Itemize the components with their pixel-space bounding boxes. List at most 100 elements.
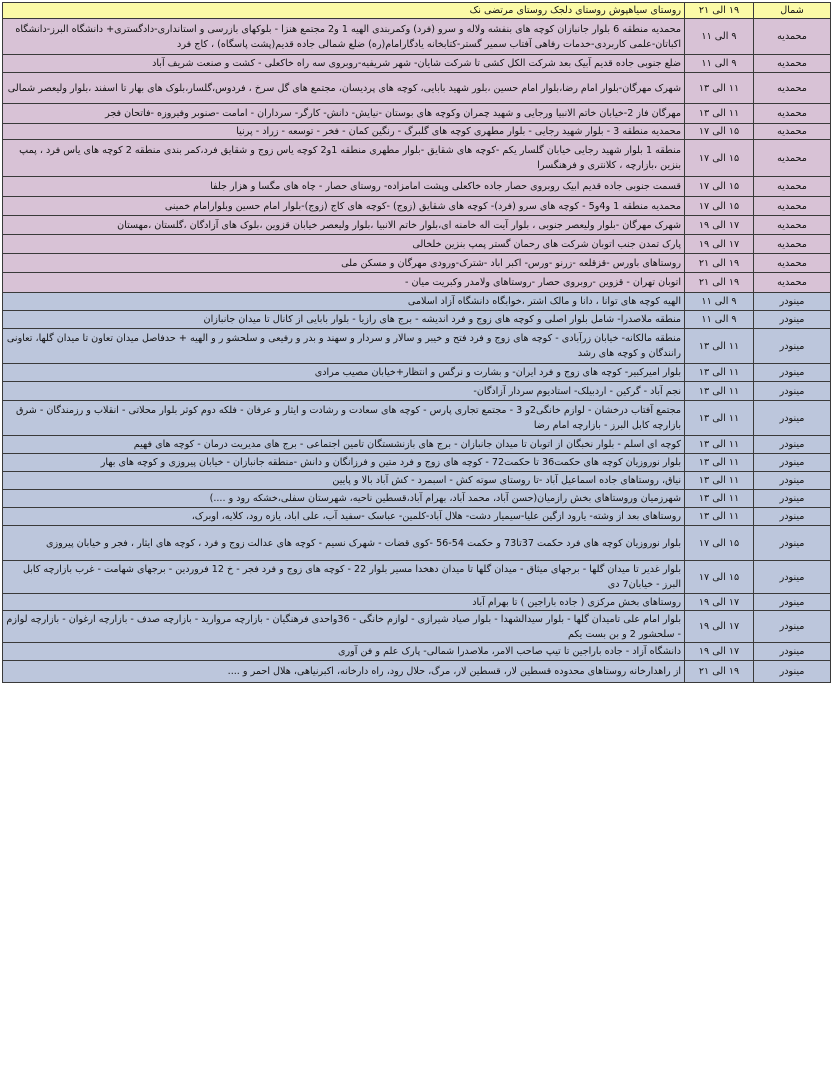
time-cell: ۹ الی ۱۱: [684, 18, 754, 55]
region-cell: مینودر: [753, 328, 831, 364]
table-row: مینودر ۱۵ الی ۱۷ بلوار نوروزیان کوچه های ف…: [2, 525, 831, 561]
description-cell: روستاهای بخش مرکزی ( جاده باراجین ) تا ب…: [2, 593, 685, 611]
description-cell: پارک تمدن جنب اتوبان شرکت های رحمان گستر…: [2, 234, 685, 254]
table-row: محمدیه ۱۵ الی ۱۷ محمدیه منطقه 1 و4و5 - کوچ…: [2, 196, 831, 216]
time-cell: ۱۱ الی ۱۳: [684, 103, 754, 124]
description-cell: بلوار امام علی تامیدان گلها - بلوار سیدا…: [2, 610, 685, 643]
description-cell: محمدیه منطقه 6 بلوار جانبازان کوچه های ب…: [2, 18, 685, 55]
time-cell: ۱۱ الی ۱۳: [684, 381, 754, 401]
region-cell: محمدیه: [753, 196, 831, 216]
table-row: مینودر ۱۷ الی ۱۹ بلوار امام علی تامیدان گل…: [2, 610, 831, 643]
description-cell: نجم آباد - گرکین - اردبیلک- استادیوم سرد…: [2, 381, 685, 401]
region-cell: محمدیه: [753, 234, 831, 254]
time-cell: ۱۱ الی ۱۳: [684, 72, 754, 104]
description-cell: بلوار نوروزیان کوچه های فرد حکمت 37تا73 …: [2, 525, 685, 561]
time-cell: ۱۱ الی ۱۳: [684, 328, 754, 364]
time-cell: ۱۱ الی ۱۳: [684, 453, 754, 472]
region-cell: مینودر: [753, 593, 831, 611]
region-cell: مینودر: [753, 507, 831, 526]
time-cell: ۱۵ الی ۱۷: [684, 123, 754, 140]
time-cell: ۱۱ الی ۱۳: [684, 435, 754, 454]
time-cell: ۱۱ الی ۱۳: [684, 507, 754, 526]
time-cell: ۱۵ الی ۱۷: [684, 560, 754, 594]
time-cell: ۱۹ الی ۲۱: [684, 253, 754, 273]
table-row: محمدیه ۱۵ الی ۱۷ قسمت جنوبی جاده قدیم ابیک…: [2, 176, 831, 197]
region-cell: مینودر: [753, 525, 831, 561]
description-cell: منطقه 1 بلوار شهید رجایی خیابان گلسار یک…: [2, 139, 685, 177]
table-row: محمدیه ۹ الی ۱۱ محمدیه منطقه 6 بلوار جانبا…: [2, 18, 831, 55]
description-cell: روستاهای باورس -قزقلعه -زرنو -ورس- اکبر …: [2, 253, 685, 273]
time-cell: ۱۹ الی ۲۱: [684, 660, 754, 683]
table-row: محمدیه ۱۹ الی ۲۱ اتوبان تهران - قزوین -روب…: [2, 272, 831, 293]
table-row: مینودر ۱۱ الی ۱۳ نیاق، روستاهای جاده اسماع…: [2, 471, 831, 490]
region-cell: محمدیه: [753, 72, 831, 104]
region-cell: مینودر: [753, 453, 831, 472]
description-cell: شهرزمیان وروستاهای بخش رازمیان(حسن آباد،…: [2, 489, 685, 508]
outage-schedule-table: شمال ۱۹ الی ۲۱ روستای سیاهپوش روستای دلجک …: [2, 2, 831, 683]
table-row: مینودر ۱۱ الی ۱۳ بلوار امیرکبیر- کوچه های …: [2, 363, 831, 382]
region-cell: مینودر: [753, 660, 831, 683]
description-cell: قسمت جنوبی جاده قدیم ابیک روبروی حصار جا…: [2, 176, 685, 197]
time-cell: ۱۵ الی ۱۷: [684, 196, 754, 216]
region-cell: محمدیه: [753, 18, 831, 55]
region-cell: محمدیه: [753, 54, 831, 73]
table-row: محمدیه ۹ الی ۱۱ ضلع جنوبی جاده قدیم آبیک ب…: [2, 54, 831, 73]
description-cell: اتوبان تهران - قزوین -روبروی حصار -روستا…: [2, 272, 685, 293]
table-row: مینودر ۱۱ الی ۱۳ مجتمع آفتاب درخشان - لواز…: [2, 400, 831, 436]
time-cell: ۱۱ الی ۱۳: [684, 363, 754, 382]
time-cell: ۱۱ الی ۱۳: [684, 489, 754, 508]
region-cell: مینودر: [753, 435, 831, 454]
table-row: محمدیه ۱۵ الی ۱۷ محمدیه منطقه 3 - بلوار شه…: [2, 123, 831, 140]
time-cell: ۱۹ الی ۲۱: [684, 2, 754, 19]
description-cell: دانشگاه آزاد - جاده باراجین تا تیپ صاحب …: [2, 642, 685, 661]
description-cell: منطقه مالکانه- خیابان زرآبادی - کوچه های…: [2, 328, 685, 364]
table-row: محمدیه ۱۵ الی ۱۷ منطقه 1 بلوار شهید رجایی …: [2, 139, 831, 177]
region-cell: محمدیه: [753, 215, 831, 235]
description-cell: نیاق، روستاهای جاده اسماعیل آباد -تا روس…: [2, 471, 685, 490]
table-row: محمدیه ۱۱ الی ۱۳ مهرگان فاز 2-خیابان خاتم …: [2, 103, 831, 124]
table-row: محمدیه ۱۷ الی ۱۹ پارک تمدن جنب اتوبان شرکت…: [2, 234, 831, 254]
time-cell: ۱۵ الی ۱۷: [684, 139, 754, 177]
description-cell: ضلع جنوبی جاده قدیم آبیک بعد شرکت الکل ک…: [2, 54, 685, 73]
table-row: محمدیه ۱۷ الی ۱۹ شهرک مهرگان -بلوار ولیعصر…: [2, 215, 831, 235]
time-cell: ۱۷ الی ۱۹: [684, 610, 754, 643]
region-cell: مینودر: [753, 642, 831, 661]
table-row: مینودر ۱۷ الی ۱۹ دانشگاه آزاد - جاده باراج…: [2, 642, 831, 661]
region-cell: محمدیه: [753, 272, 831, 293]
time-cell: ۱۵ الی ۱۷: [684, 176, 754, 197]
table-row-header: شمال ۱۹ الی ۲۱ روستای سیاهپوش روستای دلجک …: [2, 2, 831, 19]
time-cell: ۱۵ الی ۱۷: [684, 525, 754, 561]
table-row: مینودر ۱۱ الی ۱۳ شهرزمیان وروستاهای بخش را…: [2, 489, 831, 508]
region-cell: مینودر: [753, 560, 831, 594]
region-cell: محمدیه: [753, 253, 831, 273]
table-row: مینودر ۹ الی ۱۱ منطقه ملاصدرا- شامل بلوار …: [2, 310, 831, 329]
region-cell: مینودر: [753, 489, 831, 508]
table-row: محمدیه ۱۱ الی ۱۳ شهرک مهرگان-بلوار امام رض…: [2, 72, 831, 104]
description-cell: منطقه ملاصدرا- شامل بلوار اصلی و کوچه ها…: [2, 310, 685, 329]
table-row: مینودر ۱۱ الی ۱۳ بلوار نوروزیان کوچه های ح…: [2, 453, 831, 472]
region-cell: مینودر: [753, 363, 831, 382]
description-cell: بلوار نوروزیان کوچه های حکمت36 تا حکمت72…: [2, 453, 685, 472]
region-cell: محمدیه: [753, 103, 831, 124]
table-row: مینودر ۱۱ الی ۱۳ کوچه ای اسلم - بلوار نخبگ…: [2, 435, 831, 454]
description-cell: شهرک مهرگان -بلوار ولیعصر جنوبی ، بلوار …: [2, 215, 685, 235]
region-cell: مینودر: [753, 381, 831, 401]
region-cell: مینودر: [753, 610, 831, 643]
region-cell: مینودر: [753, 471, 831, 490]
description-cell: کوچه ای اسلم - بلوار نخبگان از اتوبان تا…: [2, 435, 685, 454]
description-cell: شهرک مهرگان-بلوار امام رضا،بلوار امام حس…: [2, 72, 685, 104]
description-cell: محمدیه منطقه 1 و4و5 - کوچه های سرو (فرد)…: [2, 196, 685, 216]
region-cell: مینودر: [753, 400, 831, 436]
region-cell: مینودر: [753, 310, 831, 329]
region-cell: محمدیه: [753, 176, 831, 197]
table-row: مینودر ۱۱ الی ۱۳ نجم آباد - گرکین - اردبیل…: [2, 381, 831, 401]
table-row: مینودر ۱۹ الی ۲۱ از راهدارخانه روستاهای مح…: [2, 660, 831, 683]
description-cell: بلوار غدیر تا میدان گلها - برجهای میثاق …: [2, 560, 685, 594]
time-cell: ۹ الی ۱۱: [684, 54, 754, 73]
region-cell: مینودر: [753, 292, 831, 311]
region-cell: شمال: [753, 2, 831, 19]
time-cell: ۱۷ الی ۱۹: [684, 234, 754, 254]
time-cell: ۱۹ الی ۲۱: [684, 272, 754, 293]
table-row: مینودر ۹ الی ۱۱ الهیه کوچه های توانا ، دان…: [2, 292, 831, 311]
time-cell: ۱۱ الی ۱۳: [684, 471, 754, 490]
